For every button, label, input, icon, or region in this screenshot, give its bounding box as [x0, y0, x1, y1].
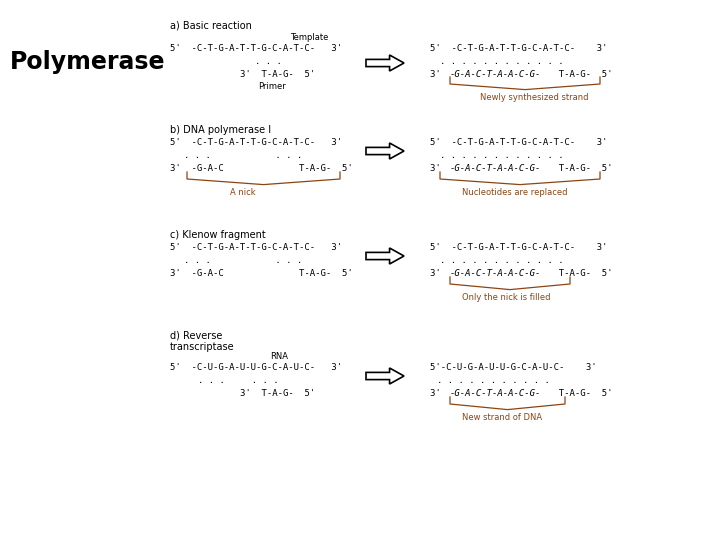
Text: -G-A-C-T-A-A-C-G-: -G-A-C-T-A-A-C-G-: [450, 70, 541, 79]
Text: Template: Template: [290, 33, 328, 42]
Text: 5'  -C-T-G-A-T-T-G-C-A-T-C-    3': 5' -C-T-G-A-T-T-G-C-A-T-C- 3': [430, 138, 608, 147]
Text: T-A-G-  5': T-A-G- 5': [548, 389, 613, 398]
Text: transcriptase: transcriptase: [170, 342, 235, 352]
Text: . . .            . . .: . . . . . .: [184, 256, 302, 265]
Text: T-A-G-  5': T-A-G- 5': [548, 269, 613, 278]
Text: 5'  -C-U-G-A-U-U-G-C-A-U-C-   3': 5' -C-U-G-A-U-U-G-C-A-U-C- 3': [170, 363, 342, 372]
Polygon shape: [366, 248, 404, 264]
Text: -G-A-C-T-A-A-C-G-: -G-A-C-T-A-A-C-G-: [450, 389, 541, 398]
Text: Primer: Primer: [258, 82, 286, 91]
Text: 5'  -C-T-G-A-T-T-G-C-A-T-C-   3': 5' -C-T-G-A-T-T-G-C-A-T-C- 3': [170, 44, 342, 53]
Text: New strand of DNA: New strand of DNA: [462, 413, 542, 422]
Text: -G-A-C-T-A-A-C-G-: -G-A-C-T-A-A-C-G-: [450, 269, 541, 278]
Text: . . .     . . .: . . . . . .: [198, 376, 279, 385]
Text: 5'  -C-T-G-A-T-T-G-C-A-T-C-    3': 5' -C-T-G-A-T-T-G-C-A-T-C- 3': [430, 243, 608, 252]
Text: . . .: . . .: [255, 57, 282, 66]
Text: 3': 3': [430, 164, 451, 173]
Text: -G-A-C-T-A-A-C-G-: -G-A-C-T-A-A-C-G-: [450, 164, 541, 173]
Text: 3'  -G-A-C              T-A-G-  5': 3' -G-A-C T-A-G- 5': [170, 164, 353, 173]
Polygon shape: [366, 55, 404, 71]
Text: RNA: RNA: [270, 352, 288, 361]
Polygon shape: [366, 368, 404, 384]
Polygon shape: [366, 143, 404, 159]
Text: . . . . . . . . . . . .: . . . . . . . . . . . .: [440, 256, 564, 265]
Text: 3': 3': [430, 70, 451, 79]
Text: . . . . . . . . . . . .: . . . . . . . . . . . .: [440, 151, 564, 160]
Text: Polymerase: Polymerase: [10, 50, 166, 74]
Text: d) Reverse: d) Reverse: [170, 330, 222, 340]
Text: 3'  T-A-G-  5': 3' T-A-G- 5': [240, 389, 315, 398]
Text: 3': 3': [430, 269, 451, 278]
Text: . . . . . . . . . . . .: . . . . . . . . . . . .: [440, 57, 564, 66]
Text: 5'  -C-T-G-A-T-T-G-C-A-T-C-   3': 5' -C-T-G-A-T-T-G-C-A-T-C- 3': [170, 138, 342, 147]
Text: Only the nick is filled: Only the nick is filled: [462, 293, 551, 302]
Text: 5'  -C-T-G-A-T-T-G-C-A-T-C-    3': 5' -C-T-G-A-T-T-G-C-A-T-C- 3': [430, 44, 608, 53]
Text: T-A-G-  5': T-A-G- 5': [548, 164, 613, 173]
Text: 3': 3': [430, 389, 451, 398]
Text: c) Klenow fragment: c) Klenow fragment: [170, 230, 266, 240]
Text: . . .            . . .: . . . . . .: [184, 151, 302, 160]
Text: . . . . . . . . . . .: . . . . . . . . . . .: [437, 376, 550, 385]
Text: 3'  T-A-G-  5': 3' T-A-G- 5': [240, 70, 315, 79]
Text: a) Basic reaction: a) Basic reaction: [170, 20, 252, 30]
Text: b) DNA polymerase I: b) DNA polymerase I: [170, 125, 271, 135]
Text: A nick: A nick: [230, 188, 256, 197]
Text: 5'  -C-T-G-A-T-T-G-C-A-T-C-   3': 5' -C-T-G-A-T-T-G-C-A-T-C- 3': [170, 243, 342, 252]
Text: 5'-C-U-G-A-U-U-G-C-A-U-C-    3': 5'-C-U-G-A-U-U-G-C-A-U-C- 3': [430, 363, 597, 372]
Text: Nucleotides are replaced: Nucleotides are replaced: [462, 188, 567, 197]
Text: Newly synthesized strand: Newly synthesized strand: [480, 93, 588, 102]
Text: T-A-G-  5': T-A-G- 5': [548, 70, 613, 79]
Text: 3'  -G-A-C              T-A-G-  5': 3' -G-A-C T-A-G- 5': [170, 269, 353, 278]
